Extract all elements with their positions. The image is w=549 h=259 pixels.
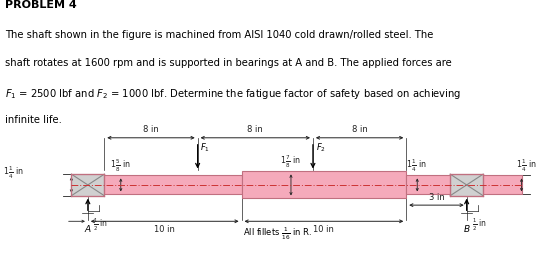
Text: The shaft shown in the figure is machined from AISI 1040 cold drawn/rolled steel: The shaft shown in the figure is machine… [5,30,434,40]
Text: infinite life.: infinite life. [5,115,63,125]
Bar [483,176,522,194]
Text: $F_1$ = 2500 lbf and $F_2$ = 1000 lbf. Determine the fatigue factor of safety ba: $F_1$ = 2500 lbf and $F_2$ = 1000 lbf. D… [5,87,462,101]
Text: 10 in: 10 in [313,225,334,234]
Text: PROBLEM 4: PROBLEM 4 [5,0,77,10]
Text: 8 in: 8 in [352,125,367,134]
Text: 8 in: 8 in [248,125,263,134]
Bar [406,176,450,194]
Text: shaft rotates at 1600 rpm and is supported in bearings at A and B. The applied f: shaft rotates at 1600 rpm and is support… [5,58,452,68]
Bar [242,171,406,198]
Bar [71,174,104,196]
Text: $1\frac{5}{8}$ in: $1\frac{5}{8}$ in [110,158,131,174]
Bar [104,176,242,194]
Text: $F_1$: $F_1$ [200,142,210,154]
Text: $1\frac{7}{8}$ in: $1\frac{7}{8}$ in [280,154,301,170]
Text: $1\frac{1}{4}$ in: $1\frac{1}{4}$ in [406,158,427,174]
Text: 8 in: 8 in [143,125,159,134]
Text: 3 in: 3 in [429,193,444,202]
Text: $1\frac{1}{4}$ in: $1\frac{1}{4}$ in [3,164,24,181]
Text: All fillets $\frac{1}{16}$ in R.: All fillets $\frac{1}{16}$ in R. [243,225,312,242]
Text: 10 in: 10 in [154,225,175,234]
Bar [450,174,483,196]
Text: A: A [85,225,91,234]
Text: $1\frac{1}{4}$ in: $1\frac{1}{4}$ in [516,158,537,174]
Text: $F_2$: $F_2$ [316,142,326,154]
Text: $\frac{1}{2}$ in: $\frac{1}{2}$ in [93,217,109,233]
Text: $\frac{1}{2}$ in: $\frac{1}{2}$ in [472,217,488,233]
Text: B: B [463,225,470,234]
